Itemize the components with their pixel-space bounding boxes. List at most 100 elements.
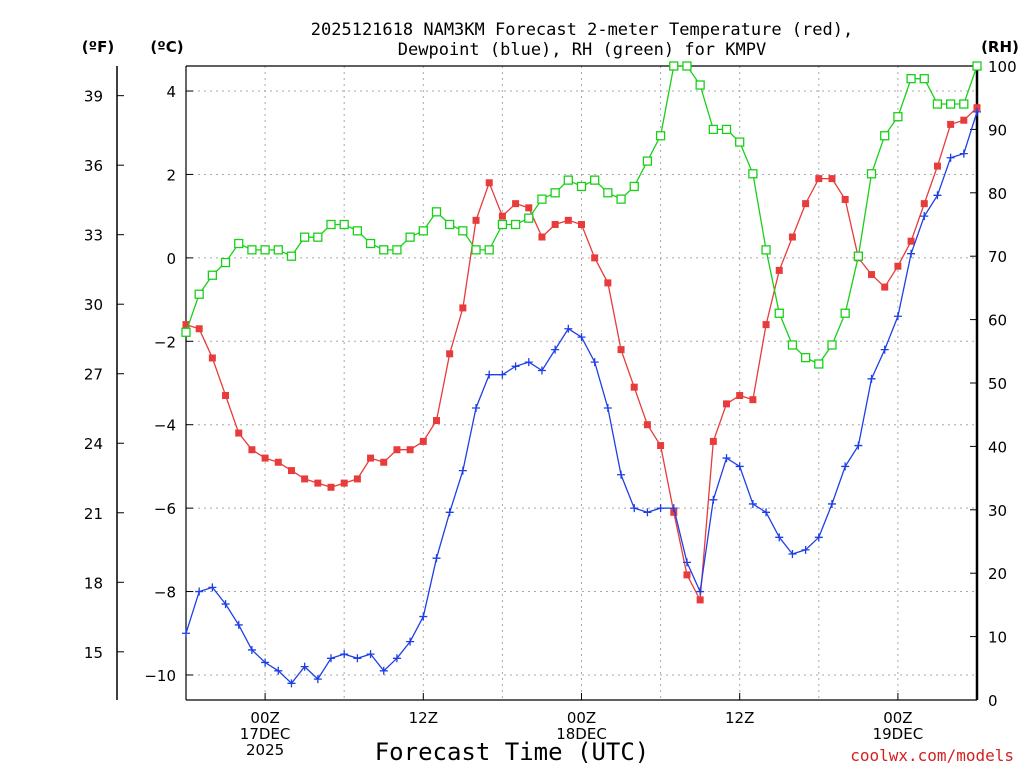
dewpoint-point (182, 629, 190, 638)
rh-tick-label: 80 (988, 185, 1007, 203)
rh-point (352, 226, 363, 236)
dewpoint-point (327, 654, 336, 663)
x-tick-label: 17DEC (240, 725, 291, 743)
temperature-point (459, 304, 467, 312)
rh-point (326, 219, 336, 230)
x-axis-label: Forecast Time (UTC) (375, 738, 650, 766)
rh-tick-label: 60 (988, 312, 1007, 330)
temperature-point (604, 279, 612, 287)
rh-point (458, 226, 468, 236)
f-tick-label: 39 (84, 88, 103, 106)
dewpoint-point (511, 362, 520, 371)
dewpoint-point (722, 454, 731, 463)
dewpoint-point (221, 600, 230, 609)
rh-tick-label: 90 (988, 121, 1007, 139)
f-tick-label: 27 (84, 366, 103, 384)
dewpoint-point (933, 191, 942, 200)
temperature-point (538, 233, 546, 241)
rh-point (379, 245, 389, 255)
rh-point (695, 80, 705, 90)
dewpoint-point (907, 249, 916, 258)
temperature-point (881, 283, 889, 291)
f-tick-label: 36 (84, 157, 103, 175)
temperature-point (564, 216, 572, 224)
temperature-point (868, 271, 876, 279)
rh-point (655, 131, 666, 141)
c-tick-label: −8 (154, 584, 176, 602)
temperature-point (670, 508, 678, 516)
dewpoint-point (564, 324, 573, 333)
dewpoint-point (643, 508, 652, 517)
rh-tick-label: 30 (988, 502, 1007, 520)
rh-point (642, 156, 653, 166)
rh-point (484, 245, 494, 255)
dewpoint-point (379, 666, 388, 675)
dewpoint-point (841, 462, 850, 471)
temperature-point (432, 417, 440, 425)
temperature-point (736, 392, 744, 400)
rh-point (194, 289, 204, 299)
x-tick-label: 00Z (250, 709, 279, 727)
rh-point (273, 245, 283, 255)
temperature-point (815, 175, 823, 183)
rh-point (299, 232, 310, 242)
data-series (181, 61, 982, 688)
rh-point (827, 340, 837, 350)
temperature-point (788, 233, 796, 241)
chart-title-line-2: Dewpoint (blue), RH (green) for KMPV (398, 40, 766, 60)
temperature-point (367, 454, 375, 462)
dewpoint-point (854, 441, 863, 450)
dewpoint-point (300, 662, 309, 671)
dewpoint-point (590, 358, 599, 367)
dewpoint-point (432, 554, 441, 563)
temperature-point (512, 200, 520, 208)
temperature-point (828, 175, 836, 183)
temperature-point (287, 467, 295, 475)
dewpoint-point (959, 149, 968, 158)
rh-point (893, 112, 903, 122)
rh-point (431, 207, 442, 217)
rh-point (721, 124, 732, 135)
rh-point (866, 169, 877, 179)
rh-point (669, 61, 679, 71)
temperature-point (907, 237, 915, 245)
f-tick-label: 18 (84, 574, 103, 592)
temperature-point (208, 354, 216, 362)
rh-point (853, 251, 863, 261)
temperature-point (841, 195, 849, 203)
dewpoint-point (445, 508, 454, 517)
dewpoint-point (775, 533, 784, 542)
x-tick-label: 12Z (409, 709, 438, 727)
f-tick-label: 30 (84, 296, 103, 314)
rh-tick-label: 0 (988, 692, 998, 710)
dewpoint-point (195, 587, 204, 596)
x-tick-label: 2025 (246, 741, 284, 759)
dewpoint-point (340, 650, 349, 659)
axis-ticks: 151821242730333639−10−8−6−4−202401020304… (84, 58, 1017, 759)
temperature-point (472, 216, 480, 224)
dewpoint-point (735, 462, 744, 471)
rh-point (959, 99, 969, 109)
rh-tick-label: 70 (988, 248, 1007, 266)
dewpoint-point (617, 470, 626, 479)
rh-point (563, 175, 573, 185)
dewpoint-point (247, 645, 256, 654)
temperature-point (617, 346, 625, 354)
f-tick-label: 15 (84, 644, 103, 662)
rh-point (392, 245, 402, 255)
dewpoint-point (920, 212, 929, 221)
rh-point (932, 99, 943, 109)
grid-lines (186, 66, 977, 700)
rh-point (840, 308, 850, 318)
x-tick-label: 19DEC (873, 725, 924, 743)
dewpoint-point (419, 612, 428, 621)
rh-point (537, 194, 547, 204)
rh-point (616, 194, 626, 204)
dewpoint-point (696, 587, 705, 596)
rh-point (497, 219, 508, 230)
dewpoint-point (880, 345, 889, 354)
temperature-point (261, 454, 269, 462)
rh-point (576, 181, 587, 192)
rh-point (906, 74, 916, 84)
temperature-point (709, 437, 717, 445)
